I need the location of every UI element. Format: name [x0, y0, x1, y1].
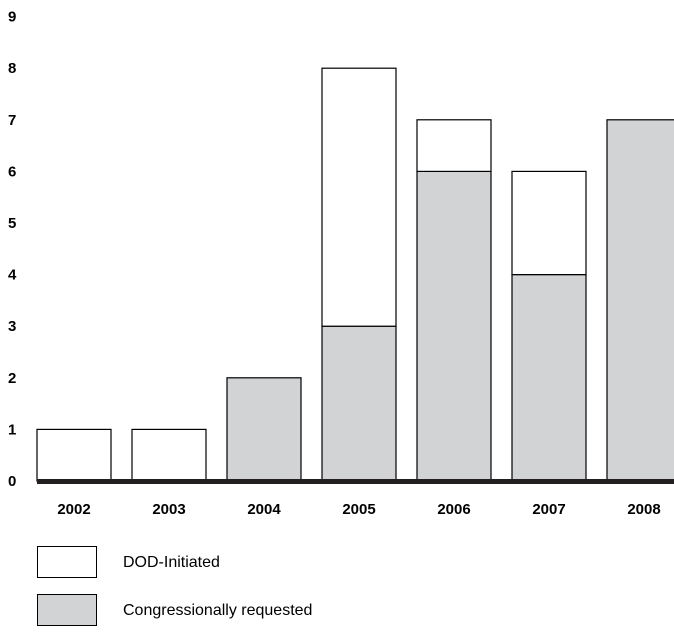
bar-segment-congressionally-requested-2007: [511, 274, 587, 482]
x-tick-label: 2003: [152, 501, 185, 518]
bars: [36, 67, 674, 482]
bar-segment-congressionally-requested-2004: [226, 377, 302, 482]
y-tick-label: 6: [8, 163, 16, 180]
x-axis-tick-labels: 2002 2003 2004 2005 2006 2007 2008: [57, 501, 660, 518]
bar-segment-congressionally-requested-2006: [416, 170, 492, 482]
legend-label-dod-initiated: DOD-Initiated: [123, 554, 220, 571]
legend-swatch-dod-initiated: [37, 546, 97, 578]
legend-label-congressionally-requested: Congressionally requested: [123, 602, 313, 619]
y-tick-label: 4: [8, 267, 17, 284]
bar-segment-dod-initiated-2003: [131, 428, 207, 482]
bar-segment-dod-initiated-2002: [36, 428, 112, 482]
y-tick-label: 7: [8, 112, 16, 129]
y-tick-label: 0: [8, 473, 16, 490]
x-tick-label: 2007: [532, 501, 565, 518]
y-axis-tick-labels: 0 1 2 3 4 5 6 7 8 9: [8, 9, 17, 490]
bar-segment-dod-initiated-2006: [416, 119, 492, 173]
y-tick-label: 5: [8, 215, 16, 232]
legend-swatch-congressionally-requested: [37, 594, 97, 626]
bar-segment-dod-initiated-2007: [511, 170, 587, 276]
x-tick-label: 2005: [342, 501, 375, 518]
bar-segment-dod-initiated-2005: [321, 67, 397, 327]
stacked-bar-chart: 0 1 2 3 4 5 6 7 8 9 2002 2003 2004 2005 2006 2007 2008: [8, 9, 674, 518]
y-tick-label: 2: [8, 370, 16, 387]
x-tick-label: 2006: [437, 501, 470, 518]
x-tick-label: 2002: [57, 501, 90, 518]
x-tick-label: 2004: [247, 501, 281, 518]
y-tick-label: 3: [8, 318, 16, 335]
y-tick-label: 1: [8, 421, 16, 438]
bar-segment-congressionally-requested-2005: [321, 325, 397, 482]
bar-segment-congressionally-requested-2008: [606, 119, 674, 482]
x-axis-baseline: [37, 479, 674, 484]
x-tick-label: 2008: [627, 501, 660, 518]
y-tick-label: 8: [8, 60, 16, 77]
y-tick-label: 9: [8, 9, 16, 26]
